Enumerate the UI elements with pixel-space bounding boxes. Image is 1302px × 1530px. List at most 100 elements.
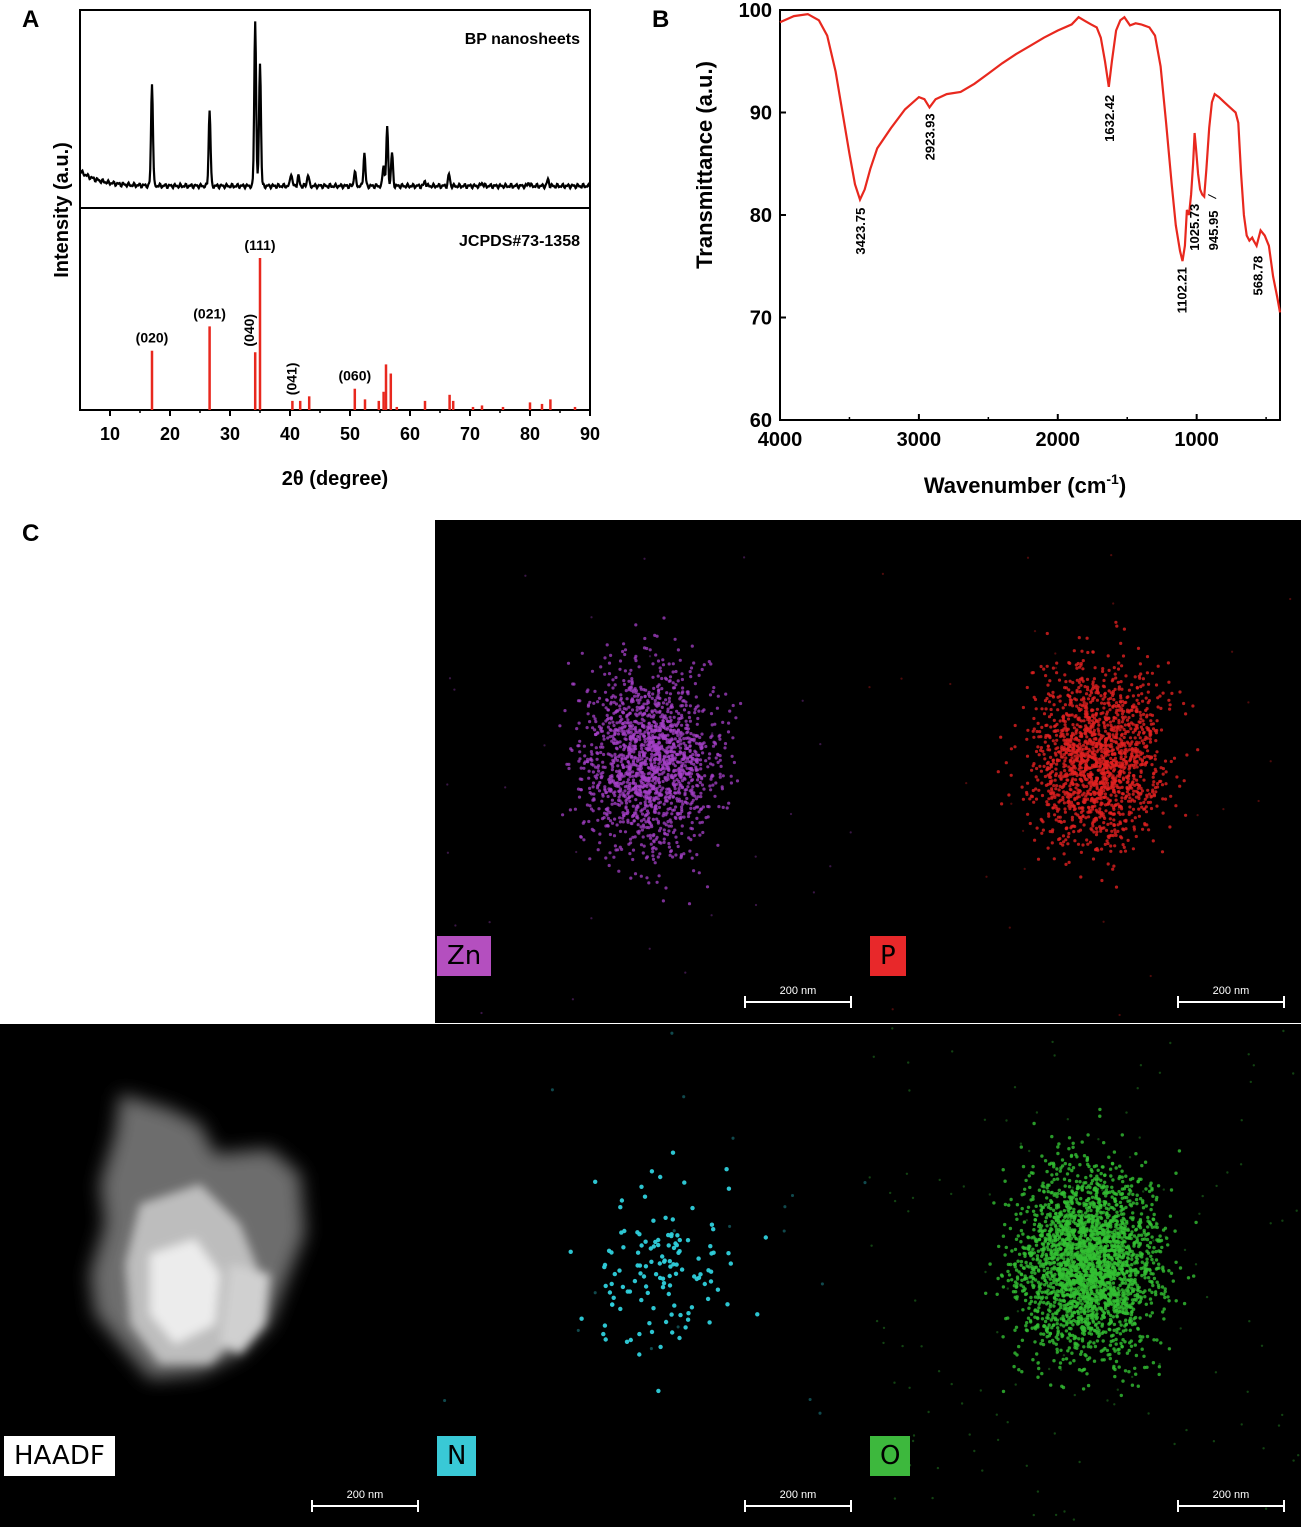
element-signal-dot [563,709,567,713]
element-signal-dot [1135,1193,1139,1197]
element-signal-dot [607,672,612,676]
element-signal-dot [675,709,679,713]
element-signal-dot [628,741,632,746]
element-signal-dot [1122,828,1126,832]
element-signal-dot [1152,1338,1156,1342]
element-signal-dot [1112,1207,1116,1211]
element-signal-dot [1075,704,1079,708]
element-signal-dot [1152,1276,1157,1281]
element-signal-dot [1089,771,1093,775]
element-signal-dot [1155,1280,1159,1284]
element-signal-dot [1095,779,1099,783]
element-signal-dot [1130,751,1134,755]
element-signal-dot [677,720,681,724]
element-signal-dot [1043,699,1048,703]
element-signal-dot [1115,746,1119,750]
element-signal-dot [1128,1316,1133,1321]
element-signal-dot [612,737,616,741]
element-signal-dot [1104,828,1109,832]
element-signal-dot [1033,1300,1037,1304]
element-signal-dot [1102,706,1106,710]
element-signal-dot [627,796,631,800]
background-noise-dot [648,947,651,950]
element-signal-dot [1138,736,1142,740]
element-signal-dot [699,791,703,795]
element-signal-dot [657,740,661,744]
element-signal-dot [665,719,670,723]
element-signal-dot [680,831,684,836]
element-signal-dot [642,817,646,821]
element-signal-dot [588,720,592,724]
element-signal-dot [1139,1338,1143,1342]
element-signal-dot [618,1306,623,1312]
element-signal-dot [629,688,633,692]
element-signal-dot [1126,1256,1130,1260]
element-signal-dot [660,687,664,691]
element-signal-dot [711,1250,716,1255]
element-signal-dot [1058,734,1063,738]
element-signal-dot [1041,820,1045,824]
element-signal-dot [669,749,673,753]
element-signal-dot [642,844,646,848]
element-signal-dot [700,820,704,824]
element-signal-dot [641,1274,647,1279]
element-signal-dot [1046,744,1050,748]
element-signal-dot [665,787,669,791]
element-signal-dot [1107,689,1111,693]
element-signal-dot [1034,787,1038,791]
element-signal-dot [659,722,663,726]
element-signal-dot [633,872,638,876]
background-noise-dot [1133,829,1136,833]
element-signal-dot [1088,749,1092,753]
element-signal-dot [1118,1200,1123,1205]
element-signal-dot [621,649,625,654]
background-noise-dot [576,1328,580,1332]
element-signal-dot [569,747,573,751]
element-signal-dot [1119,1323,1123,1327]
element-signal-dot [1101,812,1105,816]
element-signal-dot [1060,748,1065,752]
element-signal-dot [629,730,633,734]
element-signal-dot [656,1388,661,1394]
element-signal-dot [1182,1301,1187,1306]
element-signal-dot [647,722,651,726]
background-noise-dot [808,1397,812,1402]
element-signal-dot [1091,725,1095,729]
element-signal-dot [645,809,650,813]
element-signal-dot [1064,686,1068,690]
element-signal-dot [1075,782,1079,786]
element-signal-dot [678,746,683,750]
element-signal-dot [1118,728,1122,732]
element-signal-dot [687,781,691,785]
element-signal-dot [1026,812,1030,816]
element-signal-dot [1098,717,1102,721]
element-signal-dot [1086,797,1090,801]
element-signal-dot [1156,785,1160,789]
element-signal-dot [1124,1174,1128,1178]
element-signal-dot [699,795,703,799]
element-signal-dot [638,750,642,754]
element-signal-dot [629,841,633,845]
element-signal-dot [1132,1234,1137,1238]
element-signal-dot [1099,801,1103,805]
element-signal-dot [1138,1226,1143,1230]
element-signal-dot [629,668,633,672]
element-signal-dot [1110,1185,1114,1189]
element-signal-dot [1140,762,1144,766]
element-signal-dot [1052,718,1056,722]
x-tick-label: 40 [280,424,300,444]
element-signal-dot [1109,756,1113,761]
element-signal-dot [1070,771,1074,775]
element-signal-dot [1136,783,1140,787]
element-signal-dot [607,1290,613,1295]
element-signal-dot [996,770,1000,774]
element-signal-dot [641,705,645,710]
element-signal-dot [606,736,610,740]
element-signal-dot [634,689,638,693]
element-signal-dot [591,785,595,789]
element-signal-dot [666,710,670,714]
element-signal-dot [1159,779,1163,783]
element-signal-dot [711,744,716,748]
element-signal-dot [656,821,660,825]
